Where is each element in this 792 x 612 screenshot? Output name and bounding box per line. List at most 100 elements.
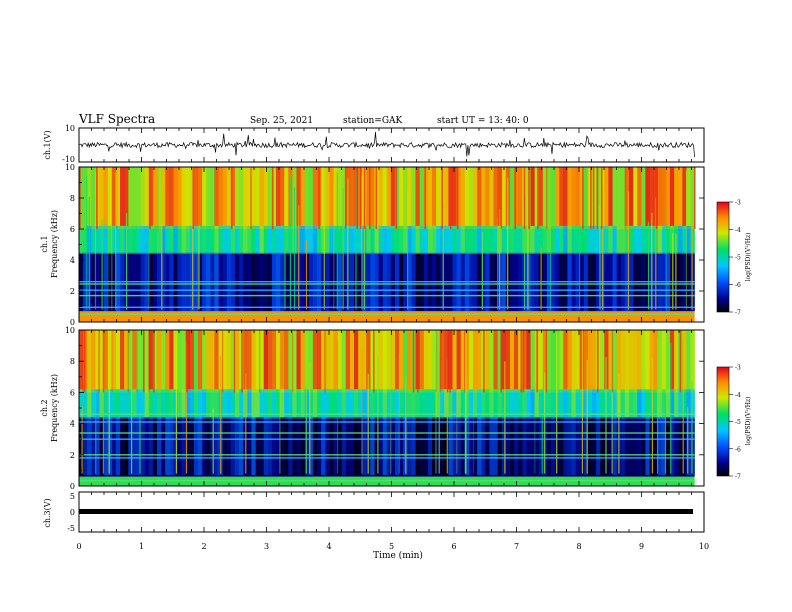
spectrogram-cell (337, 389, 342, 418)
spectrogram-cell (329, 330, 334, 390)
spectrogram-cell (399, 330, 404, 390)
spectrogram-cell (501, 330, 507, 390)
spectrogram-line-0 (79, 479, 695, 482)
spectrogram-cell (518, 330, 523, 390)
spectrogram-cell (91, 253, 96, 312)
spectrogram-cell (79, 253, 84, 312)
spectrogram-cell (423, 253, 429, 312)
spectrogram-cell (575, 225, 580, 254)
spectrogram-cell (120, 167, 125, 226)
spectrogram-cell (649, 389, 654, 418)
colorbar-ch1-label: log(PSD)(V²/Hz) (745, 233, 752, 282)
spectrogram-cell (674, 389, 679, 418)
spectrogram-streak (250, 167, 252, 229)
ch1-ytick-top: 10 (65, 124, 75, 133)
spectrogram-cell (370, 330, 375, 390)
spectrogram-cell (473, 253, 478, 312)
spectrogram-cell (382, 253, 388, 312)
spectrogram-cell (99, 167, 104, 226)
spectrogram-cell (169, 253, 174, 312)
spectrogram-cell (427, 167, 433, 226)
spectrogram-cell (91, 389, 96, 418)
ch2-spec-ylabel-channel: ch.2 (40, 399, 49, 416)
spectrogram-streak (175, 336, 177, 474)
spectrogram-cell (522, 330, 527, 390)
spectrogram-cell (497, 167, 502, 226)
time-tick-6: 6 (451, 542, 456, 551)
spectrogram-cell (214, 330, 219, 390)
spectrogram-cell (616, 253, 621, 312)
spectrogram-cell (370, 167, 375, 226)
spectrogram-cell (136, 330, 141, 390)
spectrogram-cell (284, 253, 289, 312)
spectrogram-streak (367, 373, 369, 474)
spectrogram-cell (534, 417, 539, 476)
spectrogram-cell (222, 330, 227, 390)
spectrogram-cell (267, 330, 273, 390)
spectrogram-cell (386, 225, 392, 254)
spectrogram-line-3 (79, 438, 695, 440)
spectrogram-streak (582, 167, 584, 229)
spectrogram-cell (653, 330, 658, 390)
spectrogram-cell (333, 225, 338, 254)
spectrogram-cell (173, 330, 178, 390)
spectrogram-cell (79, 417, 84, 476)
spectrogram-cell (300, 330, 305, 390)
spectrogram-cell (612, 330, 617, 390)
spectrogram-cell (563, 389, 568, 418)
spectrogram-cell (427, 389, 433, 418)
spectrogram-streak (602, 185, 604, 310)
spectrogram-cell (407, 330, 412, 390)
spectrogram-cell (616, 167, 621, 226)
spectrogram-cell (259, 417, 264, 476)
spectrogram-cell (374, 253, 379, 312)
spectrogram-cell (493, 167, 498, 226)
spectrogram-cell (263, 167, 269, 226)
spectrogram-streak (537, 167, 539, 229)
spectrogram-cell (251, 225, 256, 254)
spectrogram-cell (579, 225, 585, 254)
spectrogram-cell (292, 389, 297, 418)
spectrogram-cell (325, 253, 330, 312)
spectrogram-cell (665, 417, 671, 476)
spectrogram-streak (417, 330, 419, 393)
spectrogram-cell (501, 167, 507, 226)
time-tick-2: 2 (201, 542, 206, 551)
ch1-spec-ylabel: Frequency (kHz) (50, 210, 59, 278)
spectrogram-cell (308, 417, 314, 476)
spectrogram-cell (629, 389, 634, 418)
spectrogram-cell (432, 330, 437, 390)
spectrogram-cell (136, 225, 141, 254)
spectrogram-cell (325, 167, 330, 226)
spectrogram-cell (165, 167, 170, 226)
spectrogram-cell (374, 417, 379, 476)
spectrogram-cell (567, 330, 572, 390)
spectrogram-streak (481, 231, 483, 310)
spectrogram-cell (321, 167, 326, 226)
colorbar-ch1-gradient (716, 201, 730, 313)
spectrogram-cell (296, 417, 301, 476)
spectrogram-cell (263, 253, 269, 312)
spectrogram-cell (83, 253, 88, 312)
spectrogram-cell (198, 330, 203, 390)
spectrogram-cell (559, 417, 564, 476)
spectrogram-streak (102, 353, 104, 474)
spectrogram-cell (124, 389, 129, 418)
spectrogram-cell (157, 389, 162, 418)
spectrogram-cell (271, 167, 277, 226)
spectrogram-cell (505, 389, 511, 418)
spectrogram-cell (423, 389, 429, 418)
spectrogram-line-5 (79, 281, 695, 283)
spectrogram-cell (136, 167, 141, 226)
spectrogram-cell (247, 389, 252, 418)
spectrogram-cell (341, 253, 347, 312)
spectrogram-cell (624, 253, 630, 312)
spectrogram-cell (181, 167, 186, 226)
spectrogram-cell (124, 167, 129, 226)
spectrogram-cell (583, 389, 589, 418)
spectrogram-cell (678, 167, 683, 226)
spectrogram-cell (247, 225, 252, 254)
spectrogram-cell (378, 253, 383, 312)
spectrogram-cell (308, 389, 314, 418)
spectrogram-cell (481, 167, 486, 226)
